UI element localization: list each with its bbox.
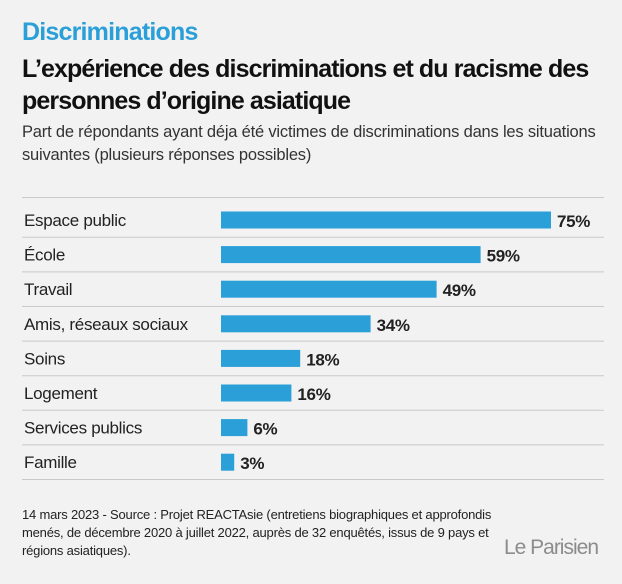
source-note: 14 mars 2023 - Source : Projet REACTAsie… <box>22 507 492 558</box>
value-label: 16% <box>297 385 330 404</box>
le-parisien-logo: Le Parisien <box>503 536 599 559</box>
bar <box>221 349 301 367</box>
value-label: 3% <box>240 454 264 473</box>
value-label: 59% <box>487 247 520 266</box>
category-label: École <box>24 246 65 265</box>
category-label: Amis, réseaux sociaux <box>24 315 189 334</box>
category-label: Logement <box>24 384 98 403</box>
bar <box>221 280 437 298</box>
value-label: 49% <box>443 281 476 300</box>
bar <box>221 384 292 402</box>
value-label: 75% <box>557 212 590 231</box>
bar <box>221 211 551 229</box>
value-label: 6% <box>253 420 277 439</box>
bar <box>221 419 248 437</box>
value-label: 18% <box>306 350 339 369</box>
category-label: Travail <box>24 280 72 299</box>
category-label: Famille <box>24 453 77 472</box>
category-label: Espace public <box>24 211 127 230</box>
chart-subtitle: Part de répondants ayant déja été victim… <box>22 123 596 164</box>
value-label: 34% <box>377 316 410 335</box>
bar <box>221 453 235 471</box>
kicker: Discriminations <box>22 18 198 46</box>
bar <box>221 315 371 333</box>
chart-top-rule <box>22 197 604 198</box>
chart-title: L’expérience des discriminations et du r… <box>22 55 589 115</box>
category-label: Soins <box>24 349 65 368</box>
bar <box>221 246 481 264</box>
bar-chart: Espace public 75% École 59% Travail 49% Amis, … <box>22 211 604 480</box>
category-label: Services publics <box>24 419 142 438</box>
